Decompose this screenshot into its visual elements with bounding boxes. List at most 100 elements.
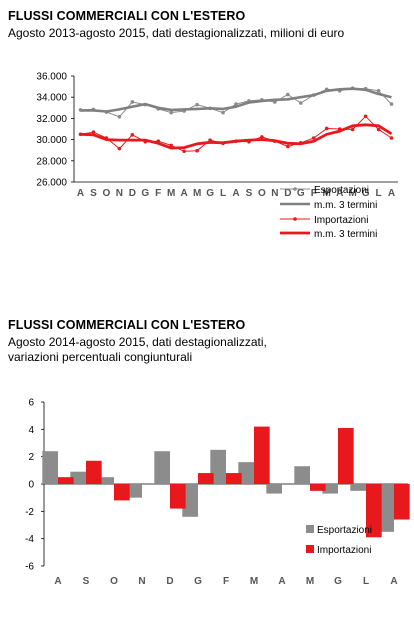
bar-exports (294, 466, 310, 484)
x-tick-label: M (323, 188, 331, 199)
y-tick-label: 36.000 (36, 72, 67, 83)
bar-imports (198, 473, 214, 484)
data-point-exports (286, 92, 290, 97)
x-tick-label: D (129, 188, 136, 199)
data-point-imports (376, 127, 381, 132)
x-tick-label: F (223, 576, 229, 587)
data-point-imports (91, 130, 96, 134)
y-tick-label: 30.000 (36, 135, 67, 146)
y-tick-label: 28.000 (36, 156, 67, 167)
y-tick-label: -6 (25, 562, 34, 573)
x-tick-label: L (220, 188, 226, 199)
data-point-imports (311, 136, 316, 140)
y-tick-label: -4 (25, 534, 34, 545)
bar-exports (210, 449, 226, 484)
x-tick-label: M (167, 188, 175, 199)
data-point-exports (117, 115, 122, 119)
y-tick-label: -2 (25, 507, 34, 518)
x-tick-label: S (90, 188, 97, 199)
x-tick-label: M (348, 188, 356, 199)
data-point-exports (234, 102, 238, 106)
data-point-exports (169, 110, 173, 115)
bar-exports (154, 451, 170, 484)
legend-label-imports-ma: m.m. 3 termini (314, 229, 377, 240)
x-tick-label: G (362, 188, 370, 199)
data-point-exports (299, 101, 303, 105)
bar-exports (322, 484, 338, 494)
bar-exports (70, 471, 86, 484)
x-tick-label: A (390, 576, 397, 587)
bar-exports (378, 484, 394, 532)
x-tick-label: M (306, 576, 314, 587)
data-point-imports (260, 135, 264, 139)
bar-imports (86, 460, 102, 484)
x-tick-label: A (278, 576, 285, 587)
bar-imports (58, 477, 74, 484)
y-tick-label: 32.000 (36, 114, 67, 125)
data-point-imports (195, 148, 199, 153)
x-tick-label: A (232, 188, 239, 199)
x-tick-label: N (138, 576, 145, 587)
x-tick-label: G (141, 188, 149, 199)
data-point-exports (389, 102, 394, 106)
legend-marker-exports (293, 187, 297, 191)
x-tick-label: G (206, 188, 214, 199)
y-tick-label: 0 (28, 480, 34, 491)
chart2-subtitle-line2: variazioni percentuali congiunturali (8, 350, 193, 364)
bar-imports (254, 426, 270, 484)
bar-exports (350, 484, 366, 491)
bar-exports (266, 484, 282, 494)
x-tick-label: L (363, 576, 369, 587)
legend-swatch-imports (306, 545, 314, 553)
legend-label-exports-ma: m.m. 3 termini (314, 200, 377, 211)
x-tick-label: G (334, 576, 342, 587)
legend-label-exports: Esportazioni (314, 185, 369, 196)
x-tick-label: O (110, 576, 118, 587)
chart2-subtitle-line1: Agosto 2014-agosto 2015, dati destagiona… (8, 335, 267, 349)
data-point-imports (286, 144, 290, 149)
x-tick-label: M (250, 576, 258, 587)
bar-imports (366, 484, 382, 538)
bar-imports (338, 427, 354, 484)
chart1-subtitle: Agosto 2013-agosto 2015, dati destagiona… (8, 26, 345, 40)
legend-swatch-exports (306, 525, 314, 533)
chart1-title: FLUSSI COMMERCIALI CON L'ESTERO (8, 9, 246, 23)
data-point-imports (117, 146, 122, 151)
data-point-imports (350, 127, 355, 132)
x-tick-label: F (155, 188, 161, 199)
data-point-imports (182, 149, 186, 154)
y-tick-label: 6 (28, 398, 34, 409)
x-tick-label: M (193, 188, 201, 199)
x-tick-label: A (388, 188, 395, 199)
bar-imports (394, 484, 410, 520)
y-tick-label: 2 (28, 452, 34, 463)
x-tick-label: A (181, 188, 188, 199)
legend-marker-imports (293, 217, 297, 221)
legend-label-imports: Importazioni (314, 215, 368, 226)
bar-exports (42, 451, 58, 484)
data-point-imports (363, 114, 368, 119)
x-tick-label: G (297, 188, 305, 199)
x-tick-label: S (246, 188, 253, 199)
data-point-imports (324, 126, 329, 131)
data-point-imports (389, 136, 394, 140)
x-tick-label: A (336, 188, 343, 199)
y-tick-label: 4 (28, 425, 34, 436)
x-tick-label: O (258, 188, 266, 199)
data-point-exports (130, 100, 135, 104)
x-tick-label: L (376, 188, 382, 199)
x-tick-label: S (83, 576, 90, 587)
x-tick-label: G (194, 576, 202, 587)
x-tick-label: A (77, 188, 84, 199)
data-point-exports (376, 89, 381, 93)
y-tick-label: 34.000 (36, 93, 67, 104)
bar-imports (310, 484, 326, 491)
x-tick-label: F (311, 188, 317, 199)
x-tick-label: D (166, 576, 173, 587)
series-line-exports-ma (80, 87, 392, 113)
data-point-exports (195, 102, 199, 107)
series-line-imports-ma (80, 123, 393, 150)
bar-imports (114, 484, 130, 501)
